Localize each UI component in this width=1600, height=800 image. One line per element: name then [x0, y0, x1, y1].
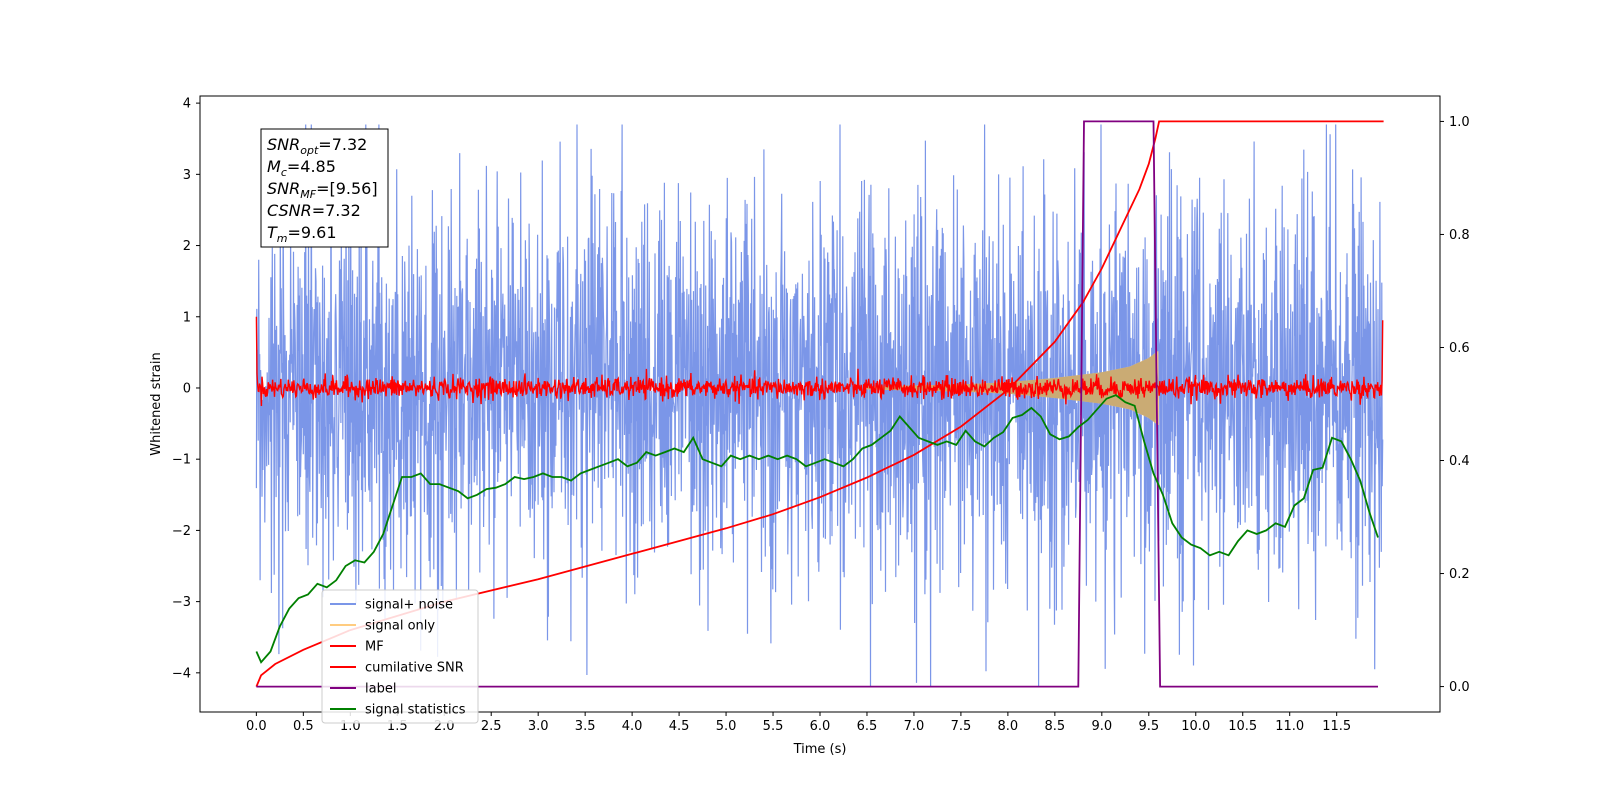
x-tick-label: 10.0 [1181, 719, 1210, 734]
y2-tick-label: 0.6 [1449, 341, 1470, 356]
y-axis-right: 1.0 0.8 0.6 0.4 0.2 0.0 [1440, 115, 1470, 695]
y-axis-left: 4 3 2 1 0 −1 −2 −3 −4 [172, 97, 200, 681]
mf-series [255, 316, 1384, 407]
y2-tick-label: 0.0 [1449, 680, 1470, 695]
x-tick-label: 0.0 [246, 719, 267, 734]
x-tick-label: 3.5 [575, 719, 596, 734]
y-tick-label: −3 [172, 595, 191, 610]
legend-label: label [365, 682, 396, 697]
legend-label: MF [365, 640, 384, 655]
x-tick-label: 5.5 [763, 719, 784, 734]
x-tick-label: 2.5 [481, 719, 502, 734]
annotation-subscript: c [281, 166, 287, 179]
annotation-subscript: MF [300, 188, 316, 201]
label-series [256, 120, 1378, 688]
annotation-value: =9.61 [288, 223, 337, 242]
y-tick-label: −1 [172, 453, 191, 468]
y-tick-label: 0 [183, 381, 191, 396]
annotation-symbol: SNR [267, 135, 300, 154]
signal-statistics-line [255, 394, 1379, 664]
y2-tick-label: 0.8 [1449, 228, 1470, 243]
x-tick-label: 9.0 [1091, 719, 1112, 734]
label-line [256, 120, 1378, 688]
y-tick-label: 2 [183, 239, 191, 254]
signal-statistics-series [255, 394, 1379, 664]
y2-tick-label: 0.2 [1449, 567, 1470, 582]
x-tick-label: 4.5 [669, 719, 690, 734]
annotation-symbol: CSNR [267, 201, 312, 220]
legend-label: signal statistics [365, 703, 466, 718]
signal-noise-series [255, 124, 1384, 688]
annotation-line: SNRopt=7.32 [267, 135, 367, 157]
y-tick-label: 4 [183, 97, 191, 112]
x-tick-label: 11.5 [1322, 719, 1351, 734]
annotation-line: CSNR=7.32 [267, 201, 361, 220]
annotation-line: Mc=4.85 [267, 157, 336, 179]
y-tick-label: −2 [172, 524, 191, 539]
x-tick-label: 0.5 [293, 719, 314, 734]
y2-tick-label: 1.0 [1449, 115, 1470, 130]
annotation-frame [260, 128, 389, 248]
x-tick-label: 8.0 [998, 719, 1019, 734]
x-tick-label: 11.0 [1275, 719, 1304, 734]
legend: signal+ noise signal only MF cumilative SNR… [321, 589, 479, 724]
y-tick-label: 1 [183, 310, 191, 325]
y-axis-label: Whitened strain [149, 352, 164, 455]
x-tick-label: 6.5 [857, 719, 878, 734]
x-tick-label: 6.0 [810, 719, 831, 734]
annotation-value: =[9.56] [316, 179, 378, 198]
x-axis-label: Time (s) [793, 742, 847, 757]
annotation-subscript: m [277, 232, 288, 245]
annotation-subscript: opt [300, 144, 319, 157]
legend-label: cumilative SNR [365, 661, 464, 676]
mf-line [255, 316, 1384, 407]
annotation-value: =7.32 [312, 201, 361, 220]
signal-noise-line [255, 124, 1384, 688]
legend-label: signal only [365, 619, 435, 634]
annotation-line: SNRMF=[9.56] [267, 179, 378, 201]
annotation-box: SNRopt=7.32Mc=4.85SNRMF=[9.56]CSNR=7.32T… [260, 128, 389, 248]
x-tick-label: 4.0 [622, 719, 643, 734]
x-tick-label: 5.0 [716, 719, 737, 734]
y-tick-label: −4 [172, 666, 191, 681]
legend-frame [321, 589, 479, 724]
x-tick-label: 7.0 [904, 719, 925, 734]
annotation-value: =4.85 [287, 157, 336, 176]
legend-label: signal+ noise [365, 598, 453, 613]
annotation-line: Tm=9.61 [267, 223, 337, 245]
x-tick-label: 3.0 [528, 719, 549, 734]
x-tick-label: 9.5 [1138, 719, 1159, 734]
y2-tick-label: 0.4 [1449, 454, 1470, 469]
annotation-symbol: SNR [267, 179, 300, 198]
annotation-symbol: T [267, 223, 278, 242]
x-tick-label: 10.5 [1228, 719, 1257, 734]
x-tick-label: 7.5 [951, 719, 972, 734]
x-tick-label: 8.5 [1045, 719, 1066, 734]
annotation-symbol: M [267, 157, 281, 176]
y-tick-label: 3 [183, 168, 191, 183]
annotation-value: =7.32 [318, 135, 367, 154]
